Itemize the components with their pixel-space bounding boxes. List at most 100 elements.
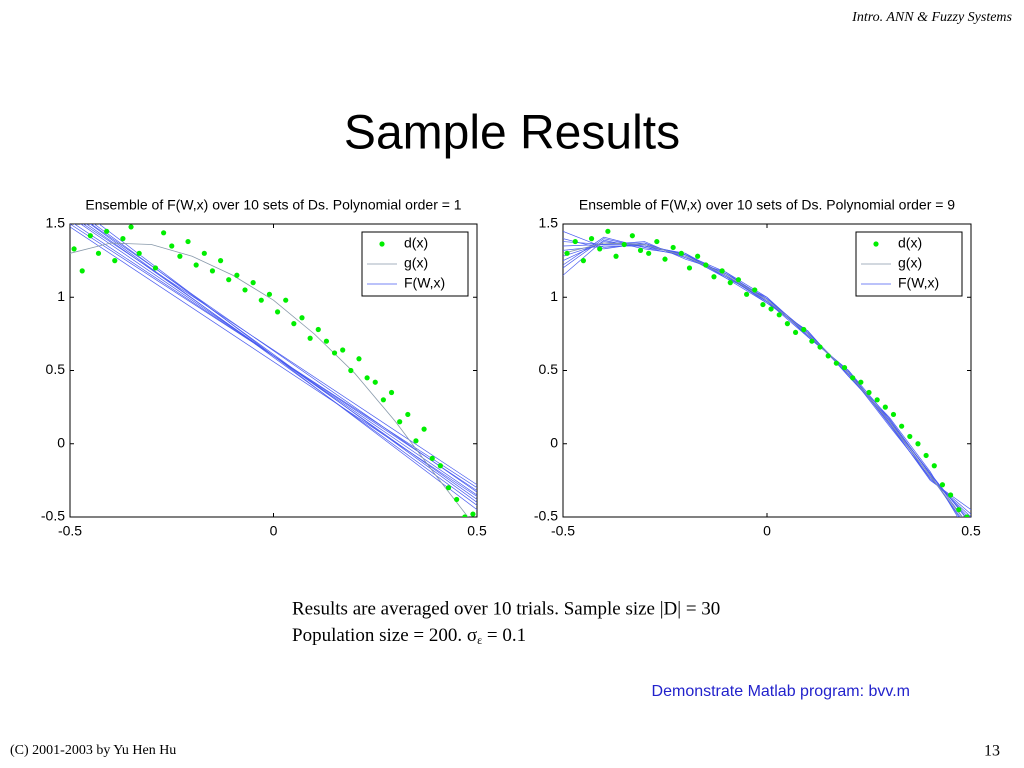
data-point	[792, 329, 799, 336]
data-point	[323, 338, 330, 344]
data-point	[274, 309, 281, 315]
chart: Ensemble of F(W,x) over 10 sets of Ds. P…	[41, 197, 487, 539]
x-tick-label: 0.5	[467, 523, 487, 539]
chart: Ensemble of F(W,x) over 10 sets of Ds. P…	[534, 197, 981, 539]
data-point	[841, 364, 848, 371]
ensemble-line	[93, 224, 477, 503]
data-point	[564, 250, 570, 256]
caption-line: Results are averaged over 10 trials. Sam…	[292, 598, 720, 619]
ensemble-line	[563, 230, 969, 517]
data-point	[307, 335, 313, 341]
data-point	[899, 423, 905, 429]
data-point	[662, 256, 668, 262]
caption-subscript: ε	[477, 633, 482, 647]
data-point	[87, 233, 93, 239]
data-point	[809, 338, 815, 344]
data-point	[397, 419, 403, 425]
data-point	[801, 326, 807, 333]
x-tick-label: -0.5	[58, 523, 82, 539]
y-tick-label: 0	[550, 434, 558, 450]
legend-label: g(x)	[404, 255, 428, 271]
data-point	[621, 241, 627, 248]
data-point	[874, 397, 880, 403]
x-tick-label: 0	[763, 523, 771, 539]
data-point	[217, 258, 224, 264]
data-point	[948, 492, 954, 498]
data-point	[760, 301, 766, 308]
data-point	[572, 238, 578, 245]
ensemble-line	[89, 224, 477, 506]
legend-label: F(W,x)	[404, 275, 445, 291]
data-point	[145, 218, 150, 223]
y-tick-label: 1	[550, 288, 558, 304]
data-point	[670, 244, 676, 251]
data-point	[817, 344, 823, 350]
data-point	[654, 238, 660, 245]
data-point	[470, 511, 476, 517]
data-point	[597, 246, 603, 252]
data-point	[95, 250, 102, 256]
data-point	[768, 306, 774, 312]
data-point	[735, 277, 742, 283]
data-point	[752, 287, 758, 293]
data-point	[79, 268, 85, 274]
data-point	[169, 243, 175, 249]
caption-line: Population size = 200. σε = 0.1	[292, 625, 526, 646]
data-point	[315, 326, 321, 333]
data-point	[964, 514, 970, 517]
legend-label: d(x)	[404, 235, 428, 251]
data-point	[825, 353, 831, 359]
ensemble-line	[70, 226, 477, 497]
slide-title: Sample Results	[344, 107, 680, 160]
y-tick-label: -0.5	[41, 508, 65, 524]
data-point	[678, 250, 684, 256]
data-point	[445, 485, 452, 491]
data-point	[890, 411, 897, 418]
x-tick-label: 0	[270, 523, 278, 539]
data-point	[104, 228, 110, 234]
x-tick-label: 0.5	[961, 523, 981, 539]
data-point	[177, 253, 183, 259]
data-point	[299, 315, 305, 321]
data-point	[437, 463, 443, 469]
chart-title: Ensemble of F(W,x) over 10 sets of Ds. P…	[579, 197, 955, 213]
data-point	[462, 514, 468, 517]
data-point	[356, 356, 362, 362]
data-point	[939, 482, 946, 488]
y-tick-label: 1	[57, 288, 65, 304]
data-point	[209, 268, 216, 274]
data-point	[364, 375, 370, 381]
x-tick-label: -0.5	[551, 523, 575, 539]
data-point	[776, 312, 782, 318]
demo-link[interactable]: Demonstrate Matlab program: bvv.m	[652, 683, 910, 700]
data-point	[413, 438, 419, 444]
data-point	[727, 280, 733, 286]
data-point	[629, 233, 635, 239]
data-point	[185, 238, 191, 245]
y-tick-label: 1.5	[46, 215, 66, 231]
data-point	[613, 253, 619, 259]
data-point	[703, 262, 709, 268]
data-point	[283, 297, 289, 303]
legend-label: F(W,x)	[898, 275, 939, 291]
caption-part: Population size = 200. σ	[292, 625, 477, 646]
data-point	[120, 236, 126, 242]
data-point	[923, 452, 929, 459]
data-point	[388, 389, 395, 396]
y-tick-label: 0	[57, 434, 65, 450]
data-point	[956, 507, 962, 513]
data-point	[719, 268, 725, 274]
data-point	[372, 379, 378, 385]
data-point	[112, 258, 118, 264]
data-point	[429, 455, 435, 461]
data-point	[152, 265, 159, 271]
data-point	[258, 297, 264, 303]
data-point	[605, 228, 611, 234]
data-point	[201, 250, 207, 256]
data-point	[348, 367, 354, 374]
data-point	[784, 321, 791, 327]
data-point	[136, 250, 142, 256]
data-point	[744, 291, 750, 297]
data-point	[71, 246, 77, 252]
